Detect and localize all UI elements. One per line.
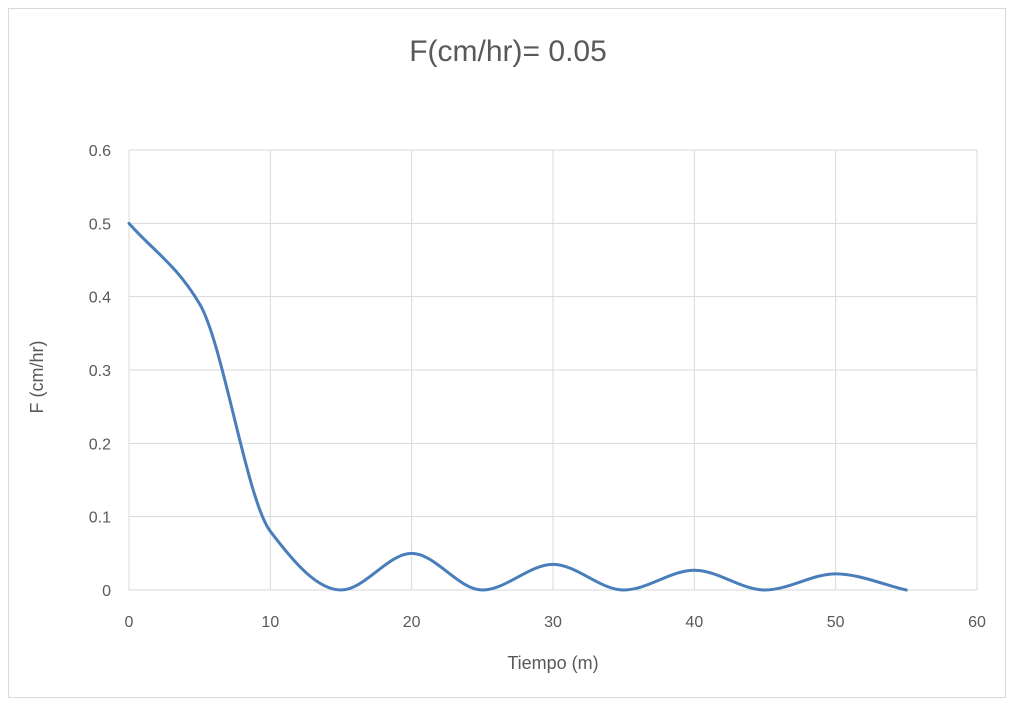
series-layer — [127, 221, 908, 592]
x-tick-label: 0 — [125, 614, 134, 631]
y-tick-label: 0.2 — [89, 436, 111, 453]
y-tick-label: 0.5 — [89, 216, 111, 233]
x-tick-label: 20 — [403, 614, 421, 631]
x-tick-label: 30 — [544, 614, 562, 631]
y-tick-label: 0.1 — [89, 510, 111, 527]
x-axis-label: Tiempo (m) — [507, 653, 598, 673]
x-tick-label: 10 — [261, 614, 279, 631]
chart-title: F(cm/hr)= 0.05 — [409, 35, 607, 68]
chart-area: F(cm/hr)= 0.05 0 0.1 0.2 0.3 0.4 0.5 0.6 0 10 20 3… — [8, 8, 1006, 698]
y-tick-label: 0 — [102, 583, 111, 600]
series-line — [127, 221, 908, 592]
x-tick-label: 50 — [827, 614, 845, 631]
x-tick-label: 40 — [685, 614, 703, 631]
gridlines — [128, 149, 978, 591]
y-axis-label: F (cm/hr) — [27, 341, 47, 414]
y-tick-label: 0.3 — [89, 363, 111, 380]
y-tick-label: 0.6 — [89, 143, 111, 160]
y-tick-label: 0.4 — [89, 290, 111, 307]
x-tick-label: 60 — [968, 614, 986, 631]
line-chart: F(cm/hr)= 0.05 0 0.1 0.2 0.3 0.4 0.5 0.6 0 10 20 3… — [27, 35, 986, 673]
tick-labels: 0 0.1 0.2 0.3 0.4 0.5 0.6 0 10 20 30 40 50 60 — [89, 143, 986, 631]
